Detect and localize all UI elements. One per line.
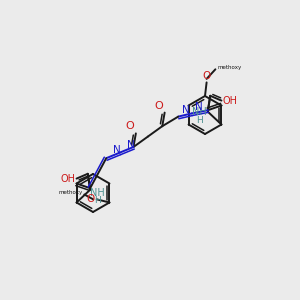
Text: OH: OH: [60, 174, 75, 184]
Text: O: O: [86, 194, 95, 204]
Text: N: N: [127, 140, 134, 150]
Text: methoxy: methoxy: [58, 190, 82, 195]
Text: OH: OH: [223, 96, 238, 106]
Text: N: N: [195, 102, 203, 112]
Text: NH: NH: [193, 107, 207, 117]
Text: O: O: [154, 100, 163, 111]
Text: H: H: [196, 116, 203, 125]
Text: NH: NH: [90, 188, 104, 198]
Text: N: N: [182, 105, 190, 115]
Text: methoxy: methoxy: [217, 65, 242, 70]
Text: O: O: [125, 122, 134, 131]
Text: H: H: [94, 196, 101, 205]
Text: O: O: [202, 71, 211, 81]
Text: N: N: [113, 146, 121, 155]
